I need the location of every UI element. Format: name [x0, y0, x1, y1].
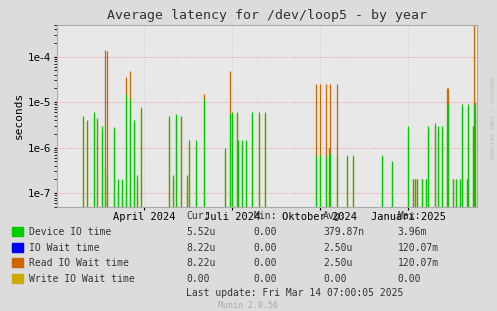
Text: 0.00: 0.00 — [323, 274, 346, 284]
Text: 120.07m: 120.07m — [398, 258, 439, 268]
Text: 8.22u: 8.22u — [186, 258, 216, 268]
Text: 0.00: 0.00 — [253, 258, 277, 268]
Text: Last update: Fri Mar 14 07:00:05 2025: Last update: Fri Mar 14 07:00:05 2025 — [186, 288, 404, 298]
Text: 0.00: 0.00 — [253, 243, 277, 253]
Text: 0.00: 0.00 — [398, 274, 421, 284]
Y-axis label: seconds: seconds — [14, 92, 24, 139]
Text: Munin 2.0.56: Munin 2.0.56 — [219, 301, 278, 310]
Text: 2.50u: 2.50u — [323, 243, 352, 253]
Text: Cur:: Cur: — [186, 211, 210, 221]
Text: Avg:: Avg: — [323, 211, 346, 221]
Text: Max:: Max: — [398, 211, 421, 221]
Text: 120.07m: 120.07m — [398, 243, 439, 253]
Text: RRDTOOL / TOBI OETIKER: RRDTOOL / TOBI OETIKER — [488, 77, 493, 160]
Text: IO Wait time: IO Wait time — [29, 243, 100, 253]
Title: Average latency for /dev/loop5 - by year: Average latency for /dev/loop5 - by year — [107, 9, 427, 22]
Text: Read IO Wait time: Read IO Wait time — [29, 258, 129, 268]
Text: 0.00: 0.00 — [253, 274, 277, 284]
Text: 3.96m: 3.96m — [398, 227, 427, 237]
Text: 8.22u: 8.22u — [186, 243, 216, 253]
Text: Min:: Min: — [253, 211, 277, 221]
Text: 0.00: 0.00 — [186, 274, 210, 284]
Text: 2.50u: 2.50u — [323, 258, 352, 268]
Text: 5.52u: 5.52u — [186, 227, 216, 237]
Text: 0.00: 0.00 — [253, 227, 277, 237]
Text: 379.87n: 379.87n — [323, 227, 364, 237]
Text: Write IO Wait time: Write IO Wait time — [29, 274, 135, 284]
Text: Device IO time: Device IO time — [29, 227, 111, 237]
